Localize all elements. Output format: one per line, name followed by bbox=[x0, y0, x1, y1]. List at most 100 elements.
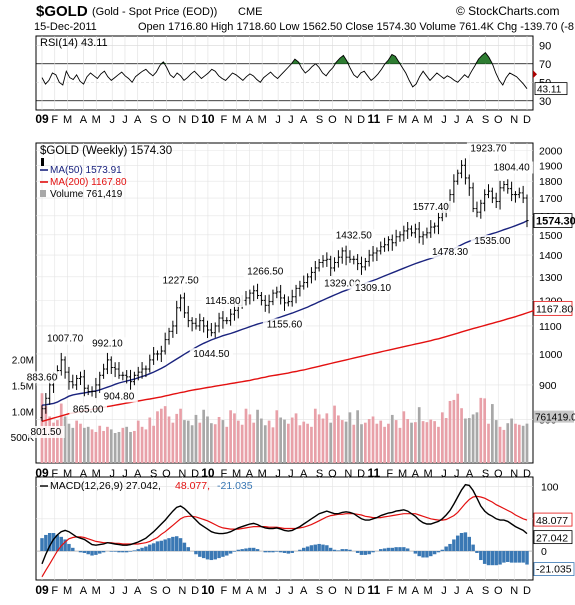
annotation-bg bbox=[69, 403, 107, 416]
macd-histogram-bar bbox=[390, 547, 395, 552]
macd-histogram-bar bbox=[378, 549, 383, 552]
rsi-x-tick-label: J bbox=[454, 114, 460, 126]
rsi-x-tick-label: A bbox=[466, 114, 474, 126]
price-annotation: 1577.40 bbox=[413, 202, 450, 213]
ma200-value-box bbox=[533, 300, 573, 316]
volume-bar bbox=[186, 420, 190, 463]
volume-bar bbox=[271, 427, 275, 463]
macd-histogram-bar bbox=[98, 551, 102, 554]
chart-symbol: $GOLD bbox=[36, 3, 88, 20]
volume-bar bbox=[394, 420, 398, 463]
price-annotation: 801.50 bbox=[31, 427, 62, 438]
volume-bar bbox=[225, 426, 229, 463]
macd-histogram-bar bbox=[440, 549, 445, 552]
price-x-tick-label: M bbox=[258, 468, 267, 480]
macd-histogram-bar bbox=[479, 551, 483, 561]
macd-x-tick-label: M bbox=[398, 585, 407, 597]
signal-value-box bbox=[533, 512, 573, 527]
price-x-tick-label: J bbox=[109, 468, 115, 480]
volume-bar bbox=[464, 418, 467, 463]
rsi-value-box bbox=[534, 82, 568, 96]
volume-bar bbox=[248, 414, 252, 463]
volume-bar bbox=[283, 419, 286, 463]
volume-bar bbox=[329, 422, 333, 463]
volume-bar bbox=[383, 426, 386, 463]
rsi-x-tick-label: S bbox=[150, 114, 157, 126]
macd-histogram-bar bbox=[275, 551, 279, 552]
macd-histogram-bar bbox=[221, 551, 225, 557]
price-tick-label: 1100 bbox=[539, 321, 562, 333]
macd-histogram-bar bbox=[509, 551, 514, 563]
rsi-x-tick-label: M bbox=[258, 114, 267, 126]
volume-bar bbox=[275, 410, 279, 463]
macd-x-tick-label: J bbox=[288, 585, 294, 597]
price-x-tick-label: J bbox=[288, 468, 294, 480]
volume-bar bbox=[179, 408, 182, 463]
macd-histogram-bar bbox=[417, 551, 421, 557]
macd-x-tick-label: J bbox=[454, 585, 460, 597]
macd-histogram-bar bbox=[144, 546, 148, 552]
macd-histogram-bar bbox=[282, 551, 287, 553]
macd-histogram-bar bbox=[467, 536, 471, 552]
macd-histogram-bar bbox=[386, 547, 391, 552]
volume-bar bbox=[136, 420, 140, 463]
volume-bar bbox=[398, 427, 402, 463]
volume-bar bbox=[148, 417, 152, 463]
copyright-label: © StockCharts.com bbox=[456, 4, 560, 18]
price-x-tick-label: S bbox=[316, 468, 323, 480]
volume-bar bbox=[213, 424, 217, 463]
macd-histogram-bar bbox=[502, 551, 506, 563]
macd-histogram-bar bbox=[348, 549, 352, 552]
annotation-bg bbox=[351, 281, 395, 294]
price-x-tick-label: A bbox=[134, 468, 142, 480]
volume-bar bbox=[98, 425, 102, 463]
macd-histogram-bar bbox=[432, 551, 437, 555]
price-x-tick-label: A bbox=[300, 468, 308, 480]
volume-bar bbox=[310, 426, 313, 463]
macd-histogram-bar bbox=[174, 536, 179, 552]
macd-x-tick-label: M bbox=[232, 585, 241, 597]
rsi-x-tick-label: O bbox=[328, 114, 337, 126]
macd-legend-label: MACD(12,26,9) 27.042, bbox=[50, 480, 161, 492]
rsi-x-tick-label: F bbox=[221, 114, 228, 126]
macd-histogram-bar bbox=[113, 551, 117, 552]
macd-x-tick-label: M bbox=[258, 585, 267, 597]
annotation-bg bbox=[23, 371, 61, 384]
price-annotation: 1804.40 bbox=[494, 163, 531, 174]
volume-bar bbox=[471, 414, 475, 463]
price-x-tick-label: F bbox=[386, 468, 393, 480]
macd-histogram-bar bbox=[55, 534, 60, 552]
rsi-x-tick-label: A bbox=[300, 114, 308, 126]
volume-bar bbox=[491, 404, 494, 463]
ma200-line bbox=[41, 307, 539, 423]
volume-tick-label: 500K bbox=[11, 433, 35, 444]
macd-signal-line bbox=[41, 495, 528, 578]
macd-x-tick-label: S bbox=[316, 585, 323, 597]
volume-bar bbox=[433, 421, 436, 463]
macd-x-tick-label: D bbox=[191, 585, 199, 597]
annotation-bg bbox=[100, 390, 138, 403]
volume-bar bbox=[260, 418, 263, 463]
macd-x-tick-label: M bbox=[63, 585, 72, 597]
price-annotation: 1266.50 bbox=[247, 267, 284, 278]
rsi-x-tick-label: S bbox=[316, 114, 323, 126]
price-x-tick-label: M bbox=[398, 468, 407, 480]
price-x-tick-label: S bbox=[482, 468, 489, 480]
macd-x-tick-label: O bbox=[328, 585, 337, 597]
rsi-x-tick-label: J bbox=[109, 114, 115, 126]
volume-bar bbox=[159, 408, 163, 463]
volume-bar bbox=[267, 420, 271, 463]
macd-histogram-bar bbox=[136, 549, 140, 552]
volume-bar bbox=[294, 413, 298, 463]
annotation-bg bbox=[88, 337, 127, 350]
macd-x-tick-label: A bbox=[412, 585, 420, 597]
macd-histogram-bar bbox=[240, 549, 244, 552]
rsi-x-tick-label: N bbox=[344, 114, 352, 126]
macd-value-box bbox=[533, 530, 573, 545]
volume-bar bbox=[375, 423, 379, 463]
volume-bar bbox=[67, 423, 71, 463]
volume-bar bbox=[48, 416, 52, 463]
volume-tick-label: 1.0M bbox=[12, 407, 34, 418]
rsi-x-tick-label: 09 bbox=[35, 112, 49, 126]
price-annotation: 1155.60 bbox=[267, 319, 303, 330]
